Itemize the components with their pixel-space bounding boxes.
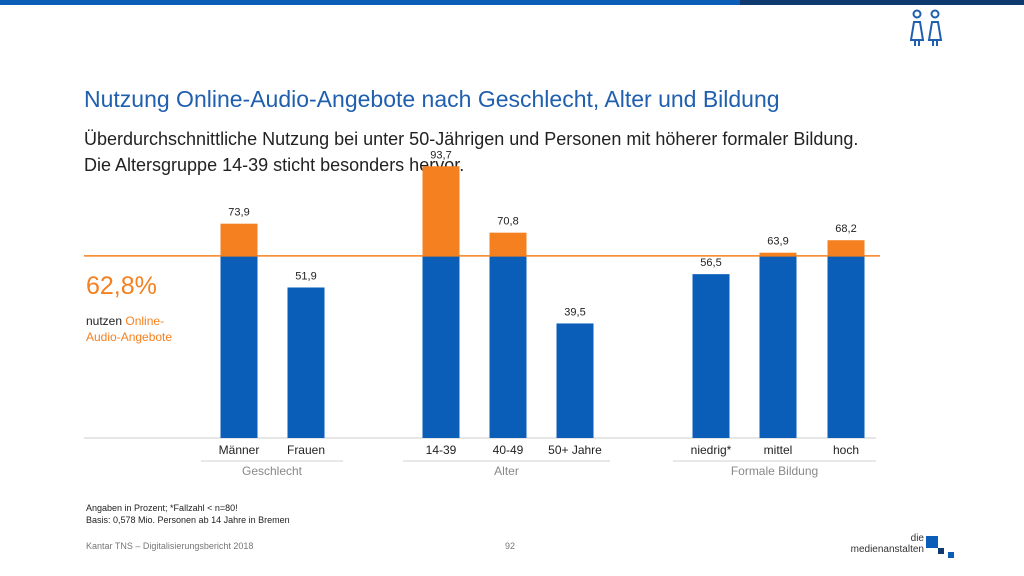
footnote-1: Angaben in Prozent; *Fallzahl < n=80! <box>86 503 238 513</box>
footnotes: Angaben in Prozent; *Fallzahl < n=80! Ba… <box>86 502 290 526</box>
average-label: nutzen Online-Audio-Angebote <box>86 313 196 345</box>
page-number: 92 <box>505 541 516 551</box>
bar-niedrig <box>692 274 730 438</box>
bar-above-average-14-39 <box>422 166 460 256</box>
top-accent-bar-dark <box>740 0 1024 5</box>
bar-above-average-hoch <box>827 240 865 256</box>
tick-label-frauen: Frauen <box>287 443 325 457</box>
logo-mark <box>926 536 954 558</box>
logo-text: die medienanstalten <box>830 533 924 555</box>
data-label-hoch: 68,2 <box>835 223 856 235</box>
bar-mittel <box>759 255 797 438</box>
data-label-14-39: 93,7 <box>430 149 451 161</box>
bar-frauen <box>287 287 325 438</box>
page-subtitle: Überdurchschnittliche Nutzung bei unter … <box>84 129 859 175</box>
average-label-prefix: nutzen <box>86 314 126 328</box>
bar-above-average-m-nner <box>220 223 258 256</box>
data-label-frauen: 51,9 <box>295 270 316 282</box>
data-label-50-jahre: 39,5 <box>564 306 585 318</box>
bar-m-nner <box>220 255 258 438</box>
tick-label-niedrig: niedrig* <box>691 443 732 457</box>
footnote-2: Basis: 0,578 Mio. Personen ab 14 Jahre i… <box>86 515 290 525</box>
tick-label-mittel: mittel <box>764 443 793 457</box>
bar-50-jahre <box>556 323 594 438</box>
page-title: Nutzung Online-Audio-Angebote nach Gesch… <box>84 86 780 112</box>
data-label-niedrig: 56,5 <box>700 257 721 269</box>
footer-source: Kantar TNS – Digitalisierungsbericht 201… <box>86 541 254 551</box>
tick-label-14-39: 14-39 <box>426 443 457 457</box>
people-icon <box>909 9 943 46</box>
tick-label-50-jahre: 50+ Jahre <box>548 443 602 457</box>
data-label-40-49: 70,8 <box>497 216 518 228</box>
tick-label-hoch: hoch <box>833 443 859 457</box>
average-label-highlight: Online-Audio-Angebote <box>86 314 173 344</box>
logo-line-2: medienanstalten <box>850 544 924 555</box>
tick-label-40-49: 40-49 <box>493 443 524 457</box>
bar-14-39 <box>422 255 460 438</box>
logo-line-1: die <box>910 533 924 544</box>
bar-hoch <box>827 255 865 438</box>
group-label-alter: Alter <box>494 464 519 478</box>
bar-above-average-mittel <box>759 252 797 256</box>
data-label-m-nner: 73,9 <box>228 207 249 219</box>
top-accent-bar <box>0 0 740 5</box>
group-label-geschlecht: Geschlecht <box>242 464 303 478</box>
data-label-mittel: 63,9 <box>767 236 788 248</box>
tick-label-m-nner: Männer <box>219 443 260 457</box>
bar-above-average-40-49 <box>489 232 527 256</box>
group-label-formale-bildung: Formale Bildung <box>731 464 818 478</box>
average-value: 62,8% <box>86 272 157 300</box>
bar-40-49 <box>489 255 527 438</box>
